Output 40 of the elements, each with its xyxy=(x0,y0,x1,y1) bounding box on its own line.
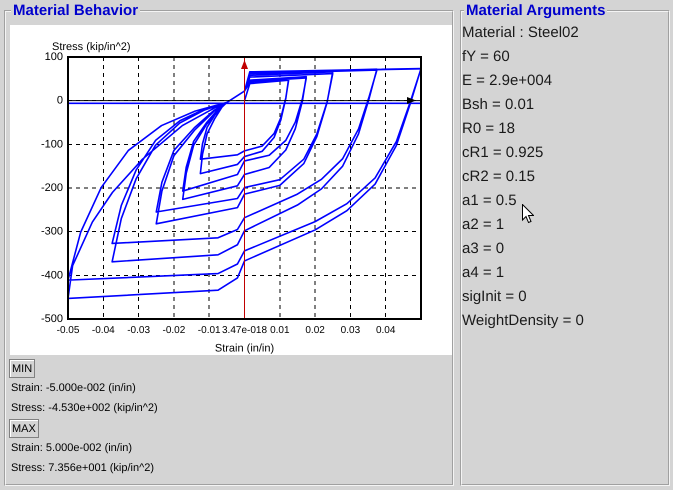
text: WeightDensity = 0 xyxy=(462,312,584,330)
y-tick-label: 100 xyxy=(44,51,63,64)
text: a3 = 0 xyxy=(462,240,504,258)
x-tick-label: 0.01 xyxy=(270,324,290,336)
x-tick-label: 0.04 xyxy=(376,324,396,336)
text: R0 = 18 xyxy=(462,120,515,138)
text: Stress: -4.530e+002 (kip/in^2) xyxy=(11,401,158,415)
x-tick-label: 0.02 xyxy=(305,324,326,336)
text: Material : Steel02 xyxy=(462,24,579,42)
chart-title: Material Behavior xyxy=(11,2,140,20)
x-axis-title: Strain (in/in) xyxy=(214,342,274,354)
text: Bsh = 0.01 xyxy=(462,96,534,114)
y-tick-label: -300 xyxy=(40,226,63,238)
text: fY = 60 xyxy=(462,48,510,66)
y-tick-label: -500 xyxy=(40,313,63,326)
text: a1 = 0.5 xyxy=(462,192,517,210)
x-tick-label: -0.01 xyxy=(198,324,222,336)
text: MAX xyxy=(9,419,39,438)
x-tick-label: -0.05 xyxy=(56,324,80,336)
text: Strain: 5.000e-002 (in/in) xyxy=(11,441,132,455)
text: cR2 = 0.15 xyxy=(462,168,535,186)
x-tick-label: -0.03 xyxy=(127,324,150,336)
y-tick-label: -100 xyxy=(40,138,63,150)
text: Strain: -5.000e-002 (in/in) xyxy=(11,381,136,395)
y-tick-label: 0 xyxy=(56,94,63,107)
text: Stress: 7.356e+001 (kip/in^2) xyxy=(11,461,154,475)
text: a4 = 1 xyxy=(462,264,504,282)
text: MIN xyxy=(9,359,36,378)
x-tick-label: 3.47e-018 xyxy=(222,324,268,336)
text: sigInit = 0 xyxy=(462,288,527,306)
x-tick-label: -0.02 xyxy=(162,324,186,336)
y-tick-label: -400 xyxy=(40,269,63,282)
x-tick-label: 0.03 xyxy=(340,324,361,336)
y-axis-title: Stress (kip/in^2) xyxy=(52,41,131,54)
text: cR1 = 0.925 xyxy=(462,144,544,162)
x-tick-label: -0.04 xyxy=(92,324,116,336)
text: E = 2.9e+004 xyxy=(462,72,552,90)
text: Material Arguments xyxy=(464,2,608,20)
y-tick-label: -200 xyxy=(40,182,63,194)
text: a2 = 1 xyxy=(462,216,504,234)
